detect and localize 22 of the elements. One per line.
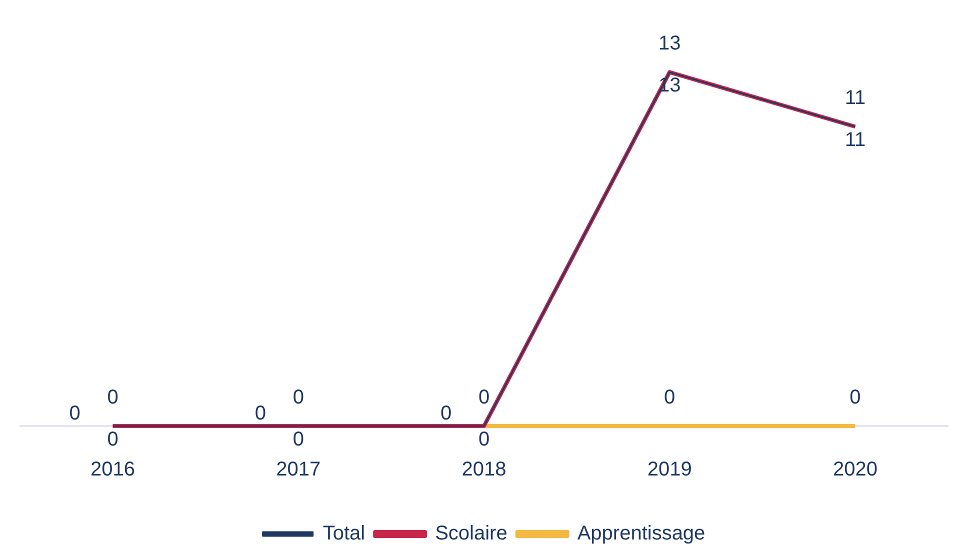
x-tick-label: 2016 (90, 458, 136, 481)
data-label: 0 (69, 402, 80, 425)
data-label: 0 (254, 402, 266, 425)
legend-label: Apprentissage (577, 522, 706, 545)
data-label: 0 (107, 386, 118, 409)
data-label: 0 (850, 386, 861, 409)
data-label: 11 (844, 129, 866, 152)
data-label: 11 (844, 87, 866, 110)
legend-label: Total (322, 522, 366, 545)
x-tick-label: 2020 (832, 458, 878, 481)
x-tick-label: 2017 (276, 458, 321, 481)
data-label: 0 (292, 428, 304, 451)
data-label: 0 (478, 386, 490, 409)
x-tick-label: 2018 (462, 458, 506, 481)
data-label: 0 (664, 386, 676, 409)
data-label: 0 (107, 428, 118, 451)
x-tick-label: 2019 (647, 458, 692, 481)
data-label: 0 (478, 428, 490, 451)
legend-label: Scolaire (435, 522, 508, 545)
data-label: 0 (440, 402, 452, 425)
data-label: 13 (658, 32, 681, 55)
data-label: 0 (292, 386, 304, 409)
